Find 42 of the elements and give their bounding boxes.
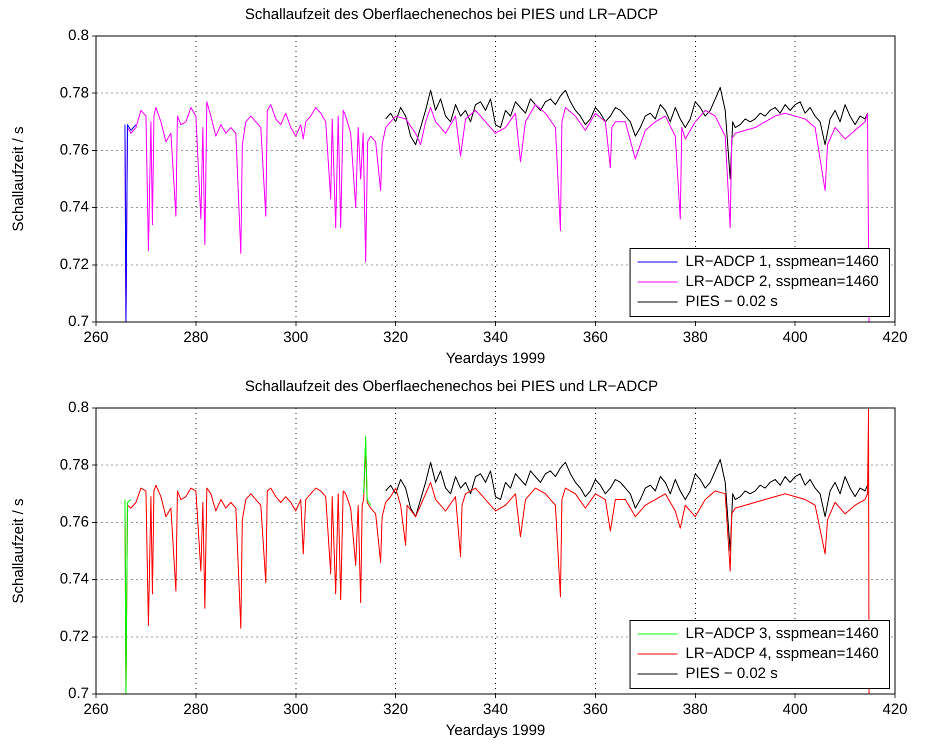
y-tick-label: 0.78 (60, 84, 89, 102)
x-tick-label: 400 (782, 329, 808, 346)
x-tick-label: 300 (283, 329, 308, 346)
x-tick-label: 260 (83, 329, 109, 346)
y-tick-label: 0.74 (60, 570, 89, 588)
x-tick-label: 380 (682, 329, 708, 346)
y-tick-label: 0.76 (60, 514, 89, 531)
legend-label: LR−ADCP 4, sspmean=1460 (686, 645, 879, 662)
y-tick-label: 0.8 (68, 399, 89, 416)
x-tick-label: 280 (183, 329, 208, 346)
y-axis-title: Schallaufzeit / s (10, 498, 28, 604)
y-tick-label: 0.72 (60, 256, 89, 273)
x-tick-label: 340 (482, 701, 508, 718)
x-axis-title: Yeardays 1999 (446, 722, 546, 740)
x-tick-label: 320 (383, 329, 408, 346)
x-tick-label: 280 (183, 701, 208, 718)
x-tick-label: 340 (482, 329, 508, 346)
y-tick-label: 0.7 (68, 313, 89, 330)
y-tick-label: 0.78 (60, 456, 89, 474)
y-tick-label: 0.76 (60, 142, 89, 159)
y-tick-label: 0.74 (60, 198, 89, 216)
x-tick-label: 380 (682, 701, 708, 718)
x-axis-title: Yeardays 1999 (446, 350, 546, 368)
x-tick-label: 420 (882, 701, 908, 718)
x-tick-label: 320 (383, 701, 408, 718)
x-tick-label: 360 (582, 701, 608, 718)
y-tick-label: 0.72 (60, 628, 89, 645)
x-tick-label: 300 (283, 701, 308, 718)
chart-title: Schallaufzeit des Oberflaechenechos bei PIES und LR−ADCP (244, 378, 658, 396)
y-tick-label: 0.8 (68, 27, 89, 44)
legend-label: PIES − 0.02 s (686, 665, 778, 682)
legend-label: PIES − 0.02 s (686, 293, 778, 310)
x-tick-label: 400 (782, 701, 808, 718)
chart-title: Schallaufzeit des Oberflaechenechos bei PIES und LR−ADCP (244, 6, 658, 24)
x-tick-label: 360 (582, 329, 608, 346)
legend-label: LR−ADCP 3, sspmean=1460 (686, 625, 879, 642)
legend-label: LR−ADCP 1, sspmean=1460 (686, 253, 879, 270)
x-tick-label: 260 (83, 701, 109, 718)
y-axis-title: Schallaufzeit / s (10, 126, 28, 232)
x-tick-label: 420 (882, 329, 908, 346)
y-tick-label: 0.7 (68, 685, 89, 702)
legend-label: LR−ADCP 2, sspmean=1460 (686, 273, 879, 290)
